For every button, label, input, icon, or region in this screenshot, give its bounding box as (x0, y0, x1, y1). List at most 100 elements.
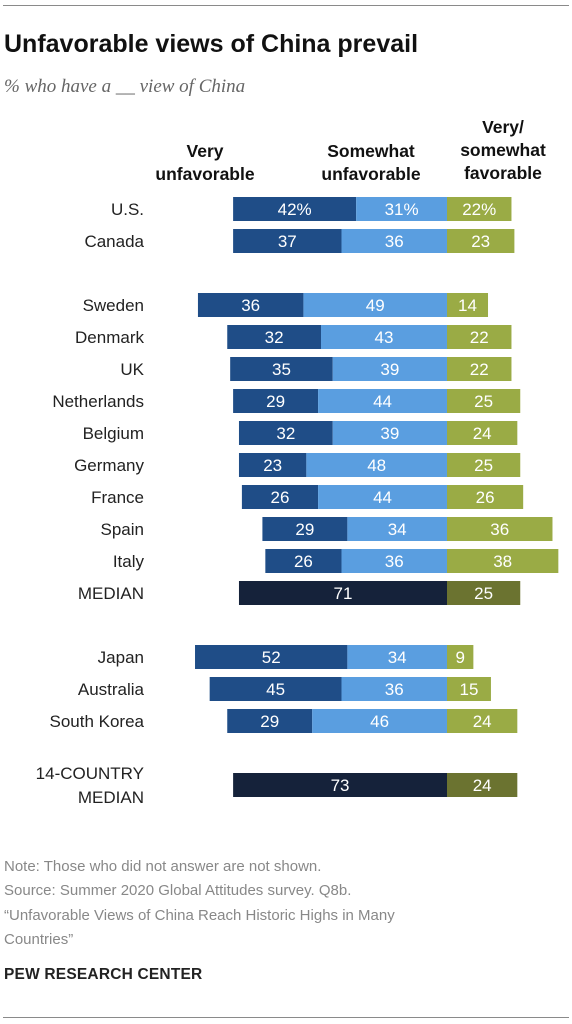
value-label-favorable-italy: 38 (493, 552, 512, 571)
bar-very-unfavorable-denmark (227, 325, 322, 349)
value-label-favorable-germany: 25 (474, 456, 493, 475)
bar-favorable-sweden (447, 293, 489, 317)
bar-median-unfavorable-median (238, 581, 447, 605)
top-rule (3, 5, 569, 6)
bar-somewhat-unfavorable-u-s (356, 197, 447, 221)
bar-very-unfavorable-uk (230, 357, 333, 381)
bar-favorable-canada (447, 229, 515, 253)
value-label-very-unfavorable-japan: 52 (262, 648, 281, 667)
value-label-somewhat-unfavorable-belgium: 39 (380, 424, 399, 443)
value-label-somewhat-unfavorable-south-korea: 46 (370, 712, 389, 731)
row-label-u-s: U.S. (111, 200, 144, 219)
bar-favorable-denmark (447, 325, 512, 349)
value-label-somewhat-unfavorable-uk: 39 (380, 360, 399, 379)
value-label-favorable-belgium: 24 (473, 424, 492, 443)
column-header-favorable: Very/ somewhat favorable (460, 117, 546, 183)
value-label-favorable-u-s: 22% (462, 200, 496, 219)
diverging-bar-chart: U.S. 42% 31% 22% Canada 37 36 23 Sweden 36 49 14 Den… (36, 197, 559, 807)
row-label-france: France (91, 488, 144, 507)
bar-very-unfavorable-canada (233, 229, 342, 253)
bar-somewhat-unfavorable-spain (347, 517, 447, 541)
value-label-favorable-sweden: 14 (458, 296, 477, 315)
bar-somewhat-unfavorable-south-korea (312, 709, 447, 733)
report-title-line-1: “Unfavorable Views of China Reach Histor… (4, 907, 395, 924)
value-label-very-unfavorable-u-s: 42% (278, 200, 312, 219)
value-label-very-unfavorable-italy: 26 (294, 552, 313, 571)
value-label-favorable-denmark: 22 (470, 328, 489, 347)
value-label-somewhat-unfavorable-france: 44 (373, 488, 392, 507)
value-label-somewhat-unfavorable-canada: 36 (385, 232, 404, 251)
row-label-japan: Japan (98, 648, 144, 667)
row-label-netherlands: Netherlands (52, 392, 144, 411)
bar-very-unfavorable-italy (265, 549, 342, 573)
value-label-very-unfavorable-spain: 29 (295, 520, 314, 539)
bar-very-unfavorable-sweden (197, 293, 304, 317)
value-label-favorable-south-korea: 24 (473, 712, 492, 731)
value-label-very-unfavorable-denmark: 32 (265, 328, 284, 347)
bar-very-unfavorable-japan (195, 645, 348, 669)
value-label-somewhat-unfavorable-australia: 36 (385, 680, 404, 699)
bar-somewhat-unfavorable-italy (341, 549, 447, 573)
row-label-spain: Spain (101, 520, 144, 539)
pew-research-center-logo-text: PEW RESEARCH CENTER (4, 966, 203, 983)
bar-favorable-belgium (447, 421, 518, 445)
value-label-somewhat-unfavorable-spain: 34 (388, 520, 407, 539)
bar-somewhat-unfavorable-denmark (321, 325, 447, 349)
bar-somewhat-unfavorable-netherlands (318, 389, 447, 413)
row-label-belgium: Belgium (83, 424, 144, 443)
value-label-favorable-spain: 36 (490, 520, 509, 539)
bar-very-unfavorable-u-s (233, 197, 357, 221)
bar-median-favorable-14-country-median (447, 773, 518, 797)
report-title-line-2: Countries” (4, 931, 74, 948)
bar-favorable-spain (447, 517, 553, 541)
column-header-somewhat-unfavorable: Somewhat unfavorable (321, 141, 421, 184)
value-label-very-unfavorable-netherlands: 29 (266, 392, 285, 411)
bar-favorable-uk (447, 357, 512, 381)
bar-somewhat-unfavorable-australia (341, 677, 447, 701)
row-label-italy: Italy (113, 552, 145, 571)
source-text: Source: Summer 2020 Global Attitudes sur… (4, 882, 352, 899)
value-label-somewhat-unfavorable-germany: 48 (367, 456, 386, 475)
row-label-australia: Australia (78, 680, 145, 699)
bar-somewhat-unfavorable-germany (306, 453, 447, 477)
value-label-very-unfavorable-south-korea: 29 (260, 712, 279, 731)
value-label-somewhat-unfavorable-italy: 36 (385, 552, 404, 571)
bar-favorable-italy (447, 549, 559, 573)
value-label-favorable-japan: 9 (455, 648, 464, 667)
bar-favorable-australia (447, 677, 491, 701)
note-text: Note: Those who did not answer are not s… (4, 858, 322, 875)
bar-favorable-netherlands (447, 389, 521, 413)
value-label-favorable-france: 26 (476, 488, 495, 507)
row-label-14-country-median: 14-COUNTRY MEDIAN (36, 764, 144, 807)
row-label-sweden: Sweden (83, 296, 144, 315)
bar-very-unfavorable-south-korea (227, 709, 313, 733)
bar-somewhat-unfavorable-uk (332, 357, 447, 381)
value-label-favorable-uk: 22 (470, 360, 489, 379)
row-label-median: MEDIAN (78, 584, 144, 603)
value-label-very-unfavorable-belgium: 32 (276, 424, 295, 443)
value-label-somewhat-unfavorable-netherlands: 44 (373, 392, 392, 411)
column-header-very-unfavorable: Very unfavorable (155, 141, 255, 184)
row-label-denmark: Denmark (75, 328, 144, 347)
bar-somewhat-unfavorable-belgium (332, 421, 447, 445)
chart-title: Unfavorable views of China prevail (4, 30, 419, 58)
bar-very-unfavorable-germany (238, 453, 307, 477)
value-label-favorable-netherlands: 25 (474, 392, 493, 411)
bar-somewhat-unfavorable-canada (341, 229, 447, 253)
value-label-favorable-canada: 23 (471, 232, 490, 251)
bar-median-unfavorable-14-country-median (233, 773, 447, 797)
row-label-germany: Germany (74, 456, 144, 475)
bar-favorable-south-korea (447, 709, 518, 733)
bar-very-unfavorable-belgium (238, 421, 333, 445)
value-label-very-unfavorable-canada: 37 (278, 232, 297, 251)
value-label-median-unfavorable-median: 71 (334, 584, 353, 603)
value-label-somewhat-unfavorable-sweden: 49 (366, 296, 385, 315)
value-label-median-unfavorable-14-country-median: 73 (331, 776, 350, 795)
row-label-uk: UK (120, 360, 144, 379)
bar-favorable-japan (447, 645, 474, 669)
row-label-south-korea: South Korea (49, 712, 144, 731)
value-label-somewhat-unfavorable-u-s: 31% (385, 200, 419, 219)
bottom-rule (3, 1017, 569, 1018)
chart-subtitle: % who have a __ view of China (4, 76, 246, 97)
bar-somewhat-unfavorable-sweden (303, 293, 447, 317)
